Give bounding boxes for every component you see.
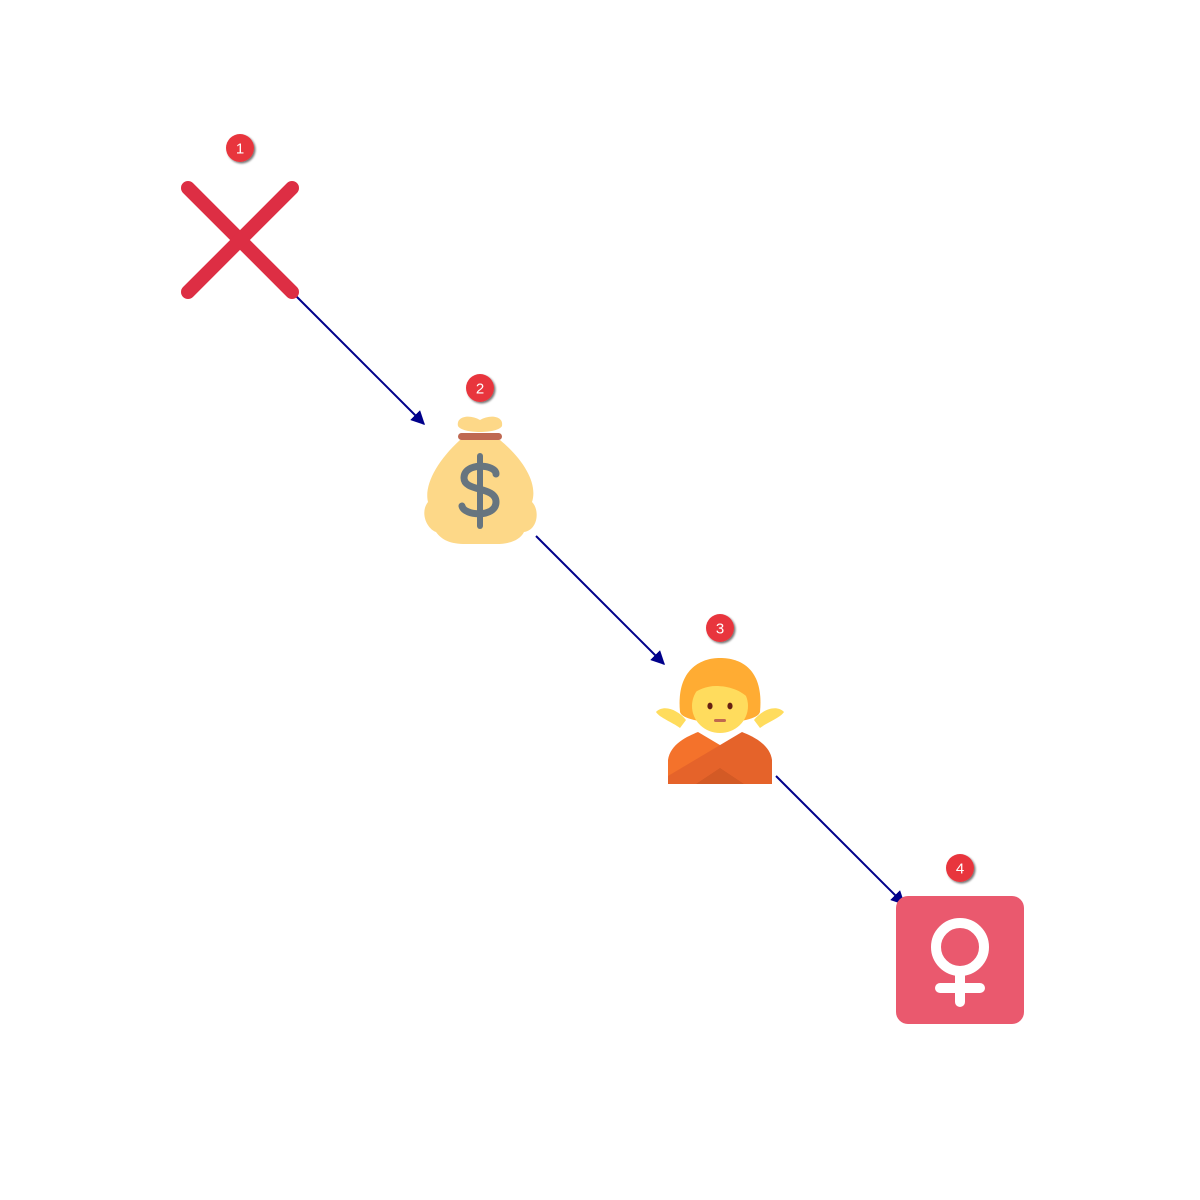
step-3: 3 [656,614,784,784]
connectors [296,296,904,904]
cross-mark-icon [188,188,292,292]
step-number: 1 [236,141,244,158]
step-4: 4 [896,854,1024,1024]
step-badge: 4 [946,854,974,882]
step-badge: 3 [706,614,734,642]
female-sign-icon [896,896,1024,1024]
step-1: 1 [188,134,292,292]
arrow-1-to-2 [296,296,424,424]
step-number: 2 [476,381,484,398]
money-bag-icon [424,417,536,544]
step-number: 4 [956,861,964,878]
step-badge: 1 [226,134,254,162]
step-badge: 2 [466,374,494,402]
arrow-3-to-4 [776,776,904,904]
person-gesturing-no-icon [656,658,784,784]
step-number: 3 [716,621,724,638]
arrow-2-to-3 [536,536,664,664]
step-2: 2 [424,374,536,544]
